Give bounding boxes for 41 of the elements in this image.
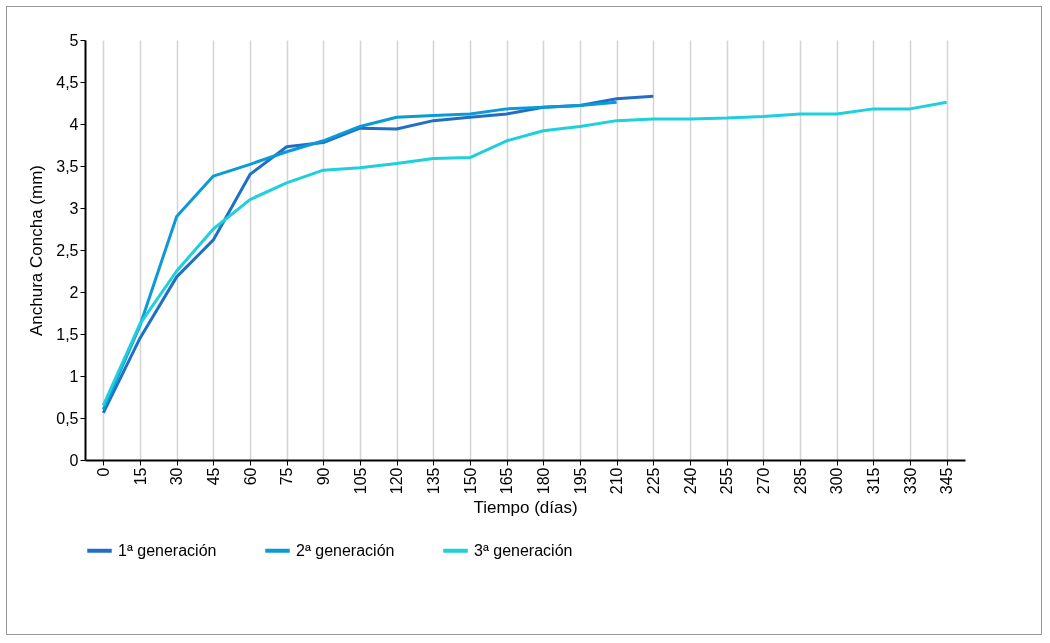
x-tick-label: 105: [351, 467, 369, 495]
y-tick-label: 3: [69, 199, 79, 217]
x-tick-label: 120: [388, 467, 406, 495]
y-axis-title: Anchura Concha (mm): [27, 164, 47, 337]
x-tick-label: 15: [131, 467, 149, 486]
y-tick-label: 1,5: [56, 325, 79, 343]
x-tick-label: 285: [791, 467, 809, 495]
x-tick-label: 330: [901, 467, 919, 495]
x-tick-label: 225: [644, 467, 662, 495]
x-tick-label: 165: [498, 467, 516, 495]
x-tick-label: 150: [461, 467, 479, 495]
x-axis-title: Tiempo (días): [473, 498, 578, 518]
x-tick-label: 255: [718, 467, 736, 495]
y-tick-label: 2: [69, 283, 79, 301]
x-tick-label: 60: [241, 467, 259, 486]
x-tick-label: 315: [864, 467, 882, 495]
legend-label: 1ª generación: [118, 541, 217, 559]
x-tick-label: 30: [168, 467, 186, 486]
y-tick-label: 5: [69, 31, 79, 49]
x-tick-label: 300: [828, 467, 846, 495]
x-tick-label: 345: [938, 467, 956, 495]
y-tick-label: 3,5: [56, 157, 79, 175]
x-tick-label: 135: [424, 467, 442, 495]
x-tick-label: 195: [571, 467, 589, 495]
legend-label: 2ª generación: [296, 541, 395, 559]
y-tick-label: 0,5: [56, 409, 79, 427]
x-tick-label: 75: [278, 467, 296, 486]
y-tick-label: 4,5: [56, 73, 79, 91]
x-tick-label: 240: [681, 467, 699, 495]
y-tick-label: 4: [69, 115, 79, 133]
y-tick-label: 0: [69, 451, 79, 469]
x-tick-label: 180: [534, 467, 552, 495]
y-tick-label: 1: [69, 367, 79, 385]
y-tick-label: 2,5: [56, 241, 79, 259]
x-tick-label: 0: [94, 467, 112, 477]
legend-label: 3ª generación: [474, 541, 573, 559]
x-tick-label: 270: [754, 467, 772, 495]
x-tick-label: 45: [204, 467, 222, 486]
line-series: [101, 100, 949, 407]
x-tick-label: 90: [314, 467, 332, 486]
x-tick-label: 210: [608, 467, 626, 495]
